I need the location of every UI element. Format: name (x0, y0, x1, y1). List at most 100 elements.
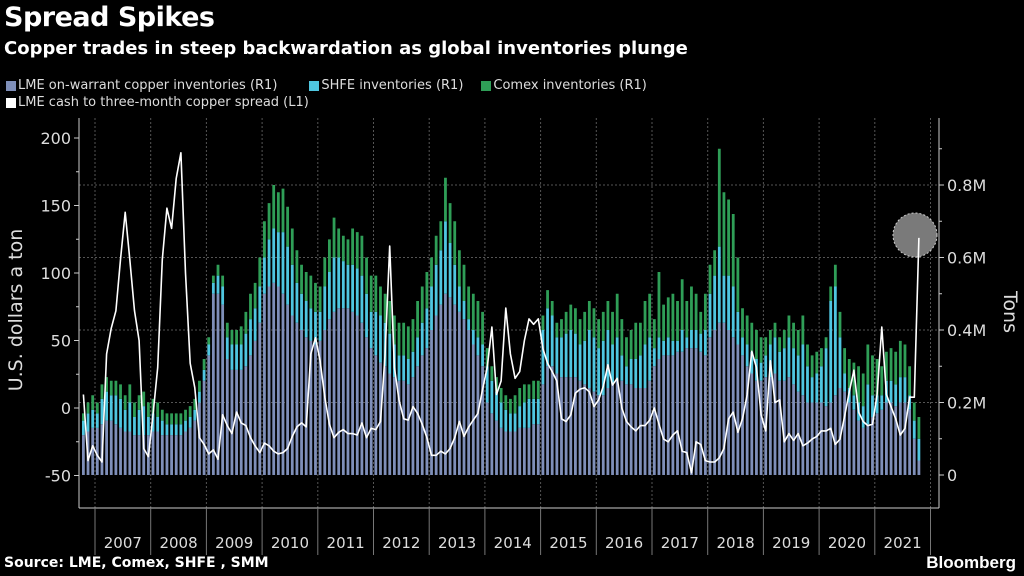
shfe-bar (578, 344, 582, 381)
comex-bar (815, 351, 819, 374)
lme-bar (569, 377, 573, 475)
lme-bar (731, 337, 735, 475)
comex-bar (165, 413, 169, 425)
shfe-bar (202, 369, 206, 381)
right-axis-label: Tons (999, 290, 1021, 333)
shfe-bar (411, 351, 415, 378)
shfe-bar (225, 337, 229, 359)
comex-bar (801, 315, 805, 345)
lme-bar (165, 435, 169, 475)
shfe-bar (109, 395, 113, 421)
comex-bar (768, 330, 772, 345)
left-tick-label: 0 (61, 399, 71, 418)
comex-bar (522, 384, 526, 403)
shfe-bar (583, 340, 587, 385)
left-tick-label: 150 (40, 197, 71, 216)
shfe-bar (504, 409, 508, 432)
comex-bar (239, 326, 243, 345)
legend-swatch-spread (6, 97, 16, 108)
comex-bar (546, 290, 549, 309)
year-label: 2016 (605, 534, 643, 552)
lme-bar (574, 377, 577, 475)
shfe-bar (759, 362, 763, 381)
comex-bar (587, 301, 591, 330)
comex-bar (690, 286, 693, 330)
comex-bar (170, 413, 173, 425)
year-label: 2008 (159, 534, 197, 552)
comex-bar (829, 286, 833, 301)
lme-bar (662, 355, 666, 475)
comex-bar (536, 380, 540, 399)
lme-bar (397, 380, 401, 475)
lme-bar (499, 427, 503, 475)
comex-bar (857, 366, 860, 403)
comex-bar (643, 301, 647, 345)
inventory-bars (81, 148, 921, 475)
comex-bar (406, 326, 410, 359)
lme-bar (337, 308, 341, 475)
lme-bar (341, 308, 345, 475)
lme-bar (430, 330, 433, 475)
lme-bar (235, 369, 238, 475)
comex-bar (383, 293, 387, 323)
shfe-bar (211, 282, 215, 294)
comex-bar (638, 322, 642, 356)
lme-bar (652, 366, 656, 475)
comex-bar (402, 322, 406, 356)
shfe-bar (518, 406, 522, 428)
comex-bar (824, 337, 828, 349)
comex-bar (114, 380, 118, 396)
comex-bar (885, 351, 888, 381)
comex-bar (281, 188, 285, 233)
comex-bar (91, 395, 95, 410)
shfe-bar (123, 409, 127, 432)
lme-bar (847, 402, 851, 475)
comex-bar (309, 275, 313, 309)
lme-bar (309, 340, 313, 475)
shfe-bar (852, 395, 856, 410)
axes: 200 150 100 50 0 -50 0.8M 0.6M 0.4M 0.2M 0 2007 2008… (40, 118, 986, 555)
shfe-bar (462, 301, 466, 320)
lme-bar (444, 293, 447, 475)
lme-bar (276, 286, 280, 475)
shfe-bar (629, 359, 633, 385)
shfe-bar (448, 243, 452, 298)
shfe-bar (328, 272, 331, 320)
shfe-bar (128, 402, 132, 432)
shfe-bar (741, 337, 744, 356)
comex-bar (745, 315, 749, 345)
comex-bar (611, 311, 614, 345)
lme-bar (207, 355, 211, 475)
source-note: Source: LME, Comex, SHFE , SMM (4, 555, 269, 571)
comex-bar (453, 221, 457, 265)
shfe-bar (820, 366, 823, 403)
comex-bar (731, 214, 735, 287)
left-tick-label: 50 (51, 332, 71, 351)
shfe-bar (355, 268, 359, 316)
comex-bar (337, 228, 341, 258)
comex-bar (838, 311, 842, 338)
lme-bar (457, 311, 461, 475)
comex-bar (773, 322, 777, 338)
lme-bar (861, 427, 865, 475)
lme-bar (221, 304, 225, 475)
shfe-bar (402, 355, 406, 381)
shfe-bar (546, 308, 549, 367)
shfe-bar (652, 348, 656, 367)
shfe-bar (434, 264, 438, 316)
lme-bar (392, 377, 396, 475)
lme-bar (174, 435, 178, 475)
lme-bar (91, 427, 95, 475)
lme-bar (838, 388, 842, 475)
shfe-bar (680, 330, 684, 352)
shfe-bar (875, 395, 879, 414)
comex-bar (671, 293, 675, 341)
comex-bar (861, 373, 865, 407)
shfe-bar (708, 293, 712, 338)
shfe-bar (699, 333, 703, 352)
comex-bar (365, 257, 368, 294)
lme-bar (509, 431, 512, 475)
lme-bar (453, 304, 457, 475)
comex-bar (119, 384, 122, 399)
lme-bar (81, 435, 85, 475)
